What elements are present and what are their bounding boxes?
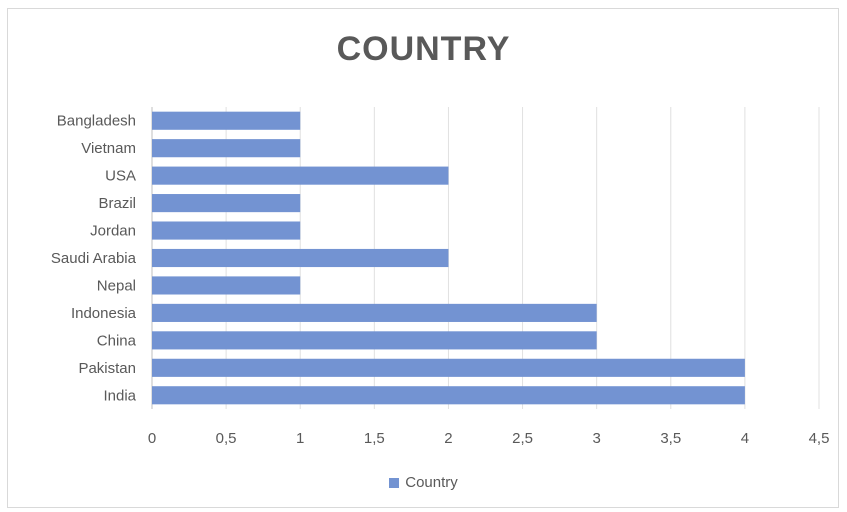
- category-label: Bangladesh: [57, 113, 136, 130]
- bar: [152, 166, 449, 185]
- x-tick-label: 3,5: [660, 430, 681, 447]
- chart-title: COUNTRY: [336, 30, 511, 68]
- category-label: Saudi Arabia: [51, 250, 137, 267]
- category-label: Jordan: [90, 223, 136, 240]
- category-label: India: [103, 387, 136, 404]
- bar: [152, 303, 597, 322]
- bar: [152, 194, 301, 213]
- category-label: Vietnam: [81, 140, 136, 157]
- bar: [152, 276, 301, 295]
- x-tick-label: 0: [148, 430, 156, 447]
- bar: [152, 386, 745, 405]
- x-tick-label: 0,5: [216, 430, 237, 447]
- category-label: Nepal: [97, 277, 136, 294]
- x-tick-label: 1,5: [364, 430, 385, 447]
- bar: [152, 248, 449, 268]
- bar: [152, 221, 301, 240]
- bar: [152, 111, 301, 130]
- bar: [152, 331, 597, 350]
- x-tick-label: 4: [741, 430, 749, 447]
- bar: [152, 358, 745, 377]
- x-tick-label: 1: [296, 430, 304, 447]
- x-tick-label: 2,5: [512, 430, 533, 447]
- category-label: Indonesia: [71, 305, 137, 322]
- category-label: USA: [105, 168, 136, 185]
- legend: Country: [0, 474, 847, 491]
- legend-label: Country: [405, 474, 458, 491]
- x-tick-label: 4,5: [809, 430, 830, 447]
- x-tick-label: 3: [592, 430, 600, 447]
- legend-swatch: [389, 477, 400, 488]
- category-label: China: [97, 332, 137, 349]
- x-tick-label: 2: [444, 430, 452, 447]
- category-label: Pakistan: [78, 360, 136, 377]
- category-label: Brazil: [98, 195, 136, 212]
- bar: [152, 139, 301, 158]
